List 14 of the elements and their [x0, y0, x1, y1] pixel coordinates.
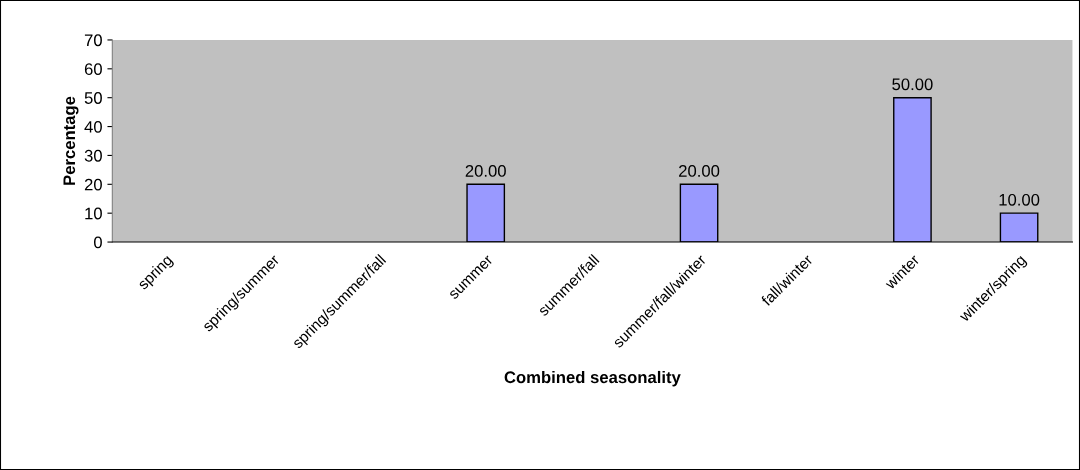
y-tick-label: 10: [85, 207, 102, 220]
y-axis-title: Percentage: [63, 96, 79, 185]
y-tick-label: 70: [84, 34, 102, 47]
data-label: 20.00: [465, 165, 506, 177]
y-tick-label: 20: [84, 178, 102, 191]
data-label: 10.00: [999, 193, 1040, 206]
x-axis-title: Combined seasonality: [504, 370, 681, 387]
y-tick-label: 60: [84, 63, 102, 76]
y-tick-label: 0: [93, 236, 102, 249]
y-tick-label: 40: [84, 120, 102, 133]
data-label: 20.00: [679, 165, 720, 177]
y-tick-label: 30: [84, 149, 102, 162]
data-label: 50.00: [892, 78, 933, 91]
y-tick-label: 50: [84, 92, 102, 104]
